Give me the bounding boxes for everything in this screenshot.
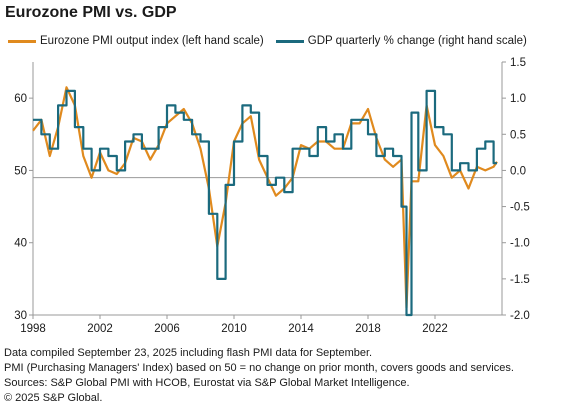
x-tick-label: 1998 [20, 323, 46, 335]
note-line: Data compiled September 23, 2025 includi… [4, 347, 373, 359]
y-right-tick-label: 1.5 [510, 57, 526, 69]
y-right-tick-label: -0.5 [510, 202, 530, 214]
chart-title: Eurozone PMI vs. GDP [5, 4, 177, 21]
source-notes: Data compiled September 23, 2025 includi… [4, 346, 514, 406]
y-right-tick-label: 0.0 [510, 165, 526, 177]
x-tick-label: 2018 [355, 323, 381, 335]
y-right-tick-label: 0.5 [510, 129, 526, 141]
x-tick-label: 2014 [288, 323, 314, 335]
y-right-tick-label: -1.0 [510, 238, 530, 250]
legend-label-pmi: Eurozone PMI output index (left hand sca… [40, 35, 264, 47]
series-line-gdp [33, 89, 497, 317]
y-left-tick-label: 40 [14, 238, 27, 250]
note-line: © 2025 S&P Global. [4, 392, 103, 404]
x-tick-label: 2002 [87, 323, 113, 335]
note-line: PMI (Purchasing Managers' Index) based o… [4, 362, 514, 374]
series-line-pmi [32, 86, 498, 309]
legend-swatch-gdp [275, 39, 304, 43]
y-right-tick-label: 1.0 [510, 93, 526, 105]
legend-swatch-pmi [8, 39, 36, 43]
y-left-tick-label: 60 [14, 93, 27, 105]
legend-label-gdp: GDP quarterly % change (right hand scale… [307, 35, 527, 47]
x-tick-label: 2010 [221, 323, 247, 335]
x-tick-label: 2006 [154, 323, 180, 335]
x-tick-label: 2022 [422, 323, 448, 335]
y-left-tick-label: 30 [14, 310, 27, 322]
y-right-tick-label: -1.5 [510, 274, 530, 286]
note-line: Sources: S&P Global PMI with HCOB, Euros… [4, 377, 410, 389]
legend: Eurozone PMI output index (left hand sca… [8, 35, 527, 47]
y-right-tick-label: -2.0 [510, 310, 530, 322]
legend-item-pmi: Eurozone PMI output index (left hand sca… [8, 35, 264, 47]
legend-item-gdp: GDP quarterly % change (right hand scale… [275, 35, 527, 47]
y-left-tick-label: 50 [14, 165, 27, 177]
